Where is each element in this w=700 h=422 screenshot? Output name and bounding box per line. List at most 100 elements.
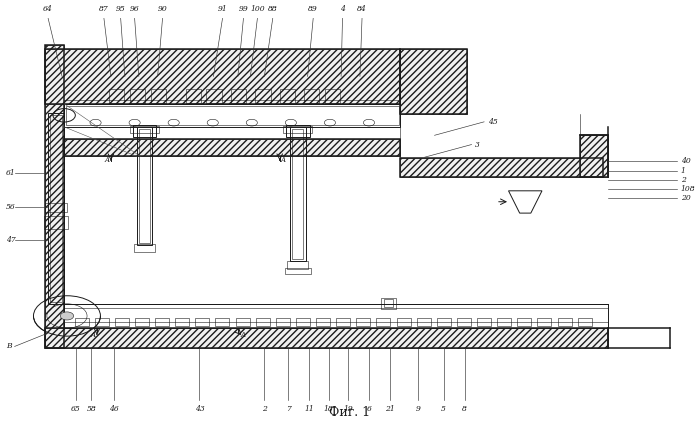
Text: 100: 100	[250, 5, 265, 14]
Text: 84: 84	[357, 5, 367, 14]
Text: 91: 91	[218, 5, 228, 14]
Bar	[304, 89, 319, 103]
Bar	[384, 299, 393, 307]
Text: 43: 43	[195, 405, 204, 413]
Text: 4: 4	[340, 5, 345, 14]
Bar	[45, 45, 64, 348]
Text: Фиг. 1: Фиг. 1	[329, 406, 370, 419]
Bar	[517, 318, 531, 326]
Bar	[108, 89, 124, 103]
Bar	[64, 304, 608, 327]
Bar	[400, 49, 467, 114]
Text: 99: 99	[239, 5, 248, 14]
Bar	[175, 318, 189, 326]
Bar	[75, 318, 89, 326]
Bar	[256, 89, 271, 103]
Bar	[206, 89, 222, 103]
Bar	[437, 318, 451, 326]
Text: 90: 90	[158, 5, 167, 14]
Bar	[45, 49, 400, 104]
Text: 89: 89	[308, 5, 318, 14]
Text: A: A	[240, 331, 245, 339]
Bar	[256, 318, 270, 326]
Bar	[286, 125, 309, 138]
Bar	[64, 140, 400, 156]
Bar	[558, 318, 571, 326]
Bar	[457, 318, 471, 326]
Bar	[276, 318, 290, 326]
Bar	[400, 158, 603, 177]
Bar	[155, 318, 169, 326]
Text: 20: 20	[681, 195, 691, 203]
Bar	[356, 318, 370, 326]
Bar	[136, 127, 152, 245]
Bar	[64, 104, 400, 127]
Text: 18: 18	[323, 405, 333, 413]
Bar	[580, 135, 608, 177]
Bar	[400, 49, 467, 114]
Bar	[400, 158, 603, 177]
Bar	[497, 318, 511, 326]
Text: 8: 8	[462, 405, 467, 413]
Bar	[477, 318, 491, 326]
Text: 96: 96	[130, 5, 139, 14]
Bar	[45, 49, 400, 104]
Text: 56: 56	[6, 203, 16, 211]
Text: 45: 45	[488, 118, 497, 126]
Text: 61: 61	[6, 169, 16, 177]
Bar	[316, 318, 330, 326]
Text: B: B	[6, 342, 12, 350]
Text: 47: 47	[6, 236, 16, 244]
Text: 1: 1	[681, 167, 686, 175]
Text: 7: 7	[286, 405, 290, 413]
Text: A: A	[281, 156, 286, 164]
Text: 9: 9	[415, 405, 420, 413]
Bar	[48, 113, 64, 304]
Text: 40: 40	[681, 157, 691, 165]
Bar	[45, 45, 64, 348]
Bar	[293, 129, 303, 260]
Bar	[50, 115, 62, 302]
Bar	[130, 126, 159, 133]
Text: 95: 95	[116, 5, 125, 14]
Text: 6: 6	[367, 405, 372, 413]
Bar	[45, 327, 608, 348]
Bar	[94, 318, 108, 326]
Text: 88: 88	[268, 5, 278, 14]
Text: 65: 65	[71, 405, 81, 413]
Bar	[195, 318, 209, 326]
Bar	[135, 318, 149, 326]
Text: 87: 87	[99, 5, 108, 14]
Bar	[325, 89, 340, 103]
Bar	[130, 89, 145, 103]
Bar	[578, 318, 592, 326]
Bar	[66, 106, 399, 125]
Bar	[290, 127, 305, 262]
Text: 2: 2	[262, 405, 267, 413]
Bar	[216, 318, 230, 326]
Bar	[416, 318, 430, 326]
Text: 21: 21	[385, 405, 395, 413]
Bar	[280, 89, 295, 103]
Text: A: A	[91, 331, 96, 339]
Text: 2: 2	[681, 176, 686, 184]
Bar	[336, 318, 350, 326]
Bar	[64, 140, 400, 156]
Text: 19: 19	[343, 405, 353, 413]
Bar	[377, 318, 391, 326]
Bar	[236, 318, 250, 326]
Text: 64: 64	[43, 5, 53, 14]
Bar	[231, 89, 246, 103]
Bar	[139, 129, 150, 243]
Text: A: A	[104, 156, 109, 164]
Bar	[132, 125, 156, 138]
Text: 58: 58	[87, 405, 97, 413]
Bar	[381, 298, 396, 308]
Bar	[44, 216, 69, 229]
Text: 5: 5	[441, 405, 446, 413]
Bar	[45, 327, 608, 348]
Text: 108: 108	[681, 185, 695, 193]
Circle shape	[60, 312, 74, 320]
Text: 3: 3	[475, 141, 480, 149]
Bar	[134, 244, 155, 252]
